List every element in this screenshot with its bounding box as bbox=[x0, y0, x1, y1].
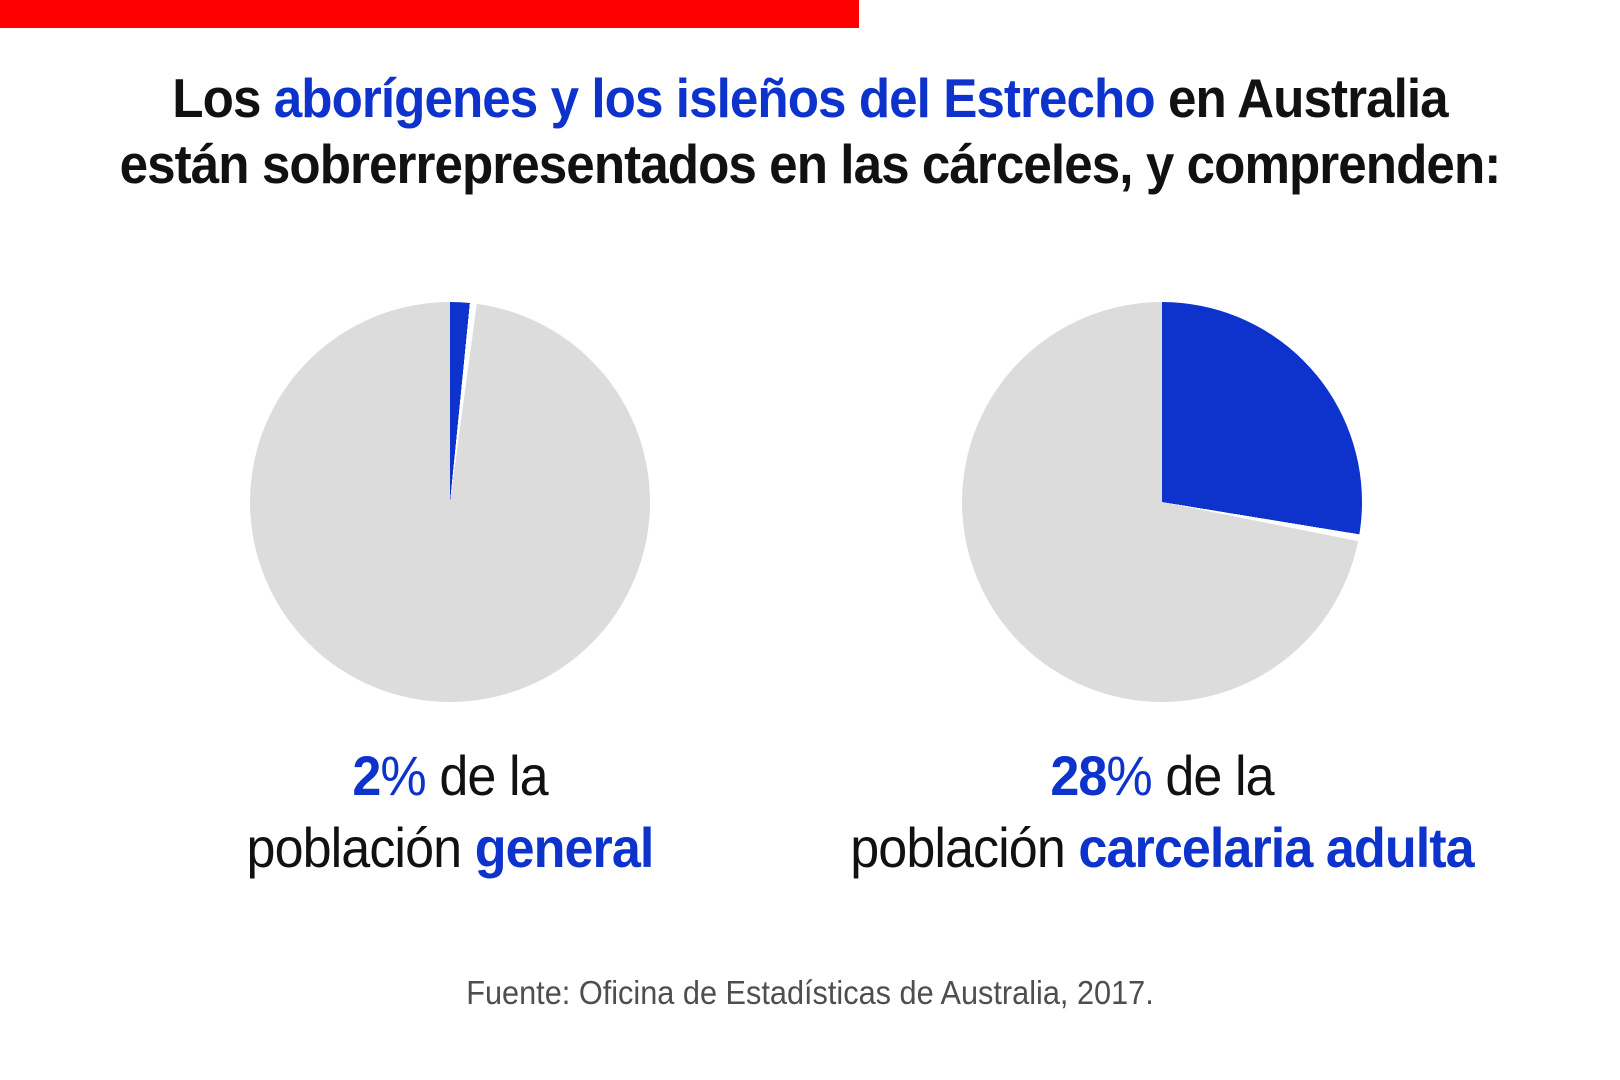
pie-chart-prison-population bbox=[962, 302, 1362, 702]
source-citation: Fuente: Oficina de Estadísticas de Austr… bbox=[466, 974, 1154, 1011]
headline-line-2-text: están sobrerrepresentados en las cárcele… bbox=[119, 133, 1502, 195]
caption-left-highlight: general bbox=[474, 816, 655, 879]
caption-left-line-1: 2% de la bbox=[152, 740, 747, 812]
headline-suffix: en Australia bbox=[1154, 67, 1449, 129]
caption-right-rest: de la bbox=[1151, 744, 1274, 807]
caption-right-line-1: 28% de la bbox=[827, 740, 1497, 812]
pie-chart-general-population bbox=[250, 302, 650, 702]
caption-left-plain: población bbox=[246, 816, 475, 879]
percent-sign-prison: % bbox=[1106, 744, 1152, 807]
caption-right-line-2: población carcelaria adulta bbox=[827, 812, 1497, 884]
caption-left-line-2: población general bbox=[152, 812, 747, 884]
headline-line-2: están sobrerrepresentados en las cárcele… bbox=[57, 131, 1564, 197]
headline-prefix: Los bbox=[172, 67, 274, 129]
headline: Los aborígenes y los isleños del Estrech… bbox=[57, 65, 1564, 197]
caption-right-plain: población bbox=[850, 816, 1079, 879]
headline-highlight: aborígenes y los isleños del Estrecho bbox=[273, 67, 1156, 129]
percent-sign-general: % bbox=[380, 744, 426, 807]
percent-value-general: 2 bbox=[352, 744, 381, 807]
headline-line-1: Los aborígenes y los isleños del Estrech… bbox=[57, 65, 1564, 131]
percent-value-prison: 28 bbox=[1050, 744, 1107, 807]
caption-right-highlight: carcelaria adulta bbox=[1078, 816, 1474, 879]
caption-general-population: 2% de la población general bbox=[152, 740, 747, 884]
caption-prison-population: 28% de la población carcelaria adulta bbox=[827, 740, 1497, 884]
video-progress-bar[interactable] bbox=[0, 0, 859, 28]
caption-left-rest: de la bbox=[425, 744, 548, 807]
